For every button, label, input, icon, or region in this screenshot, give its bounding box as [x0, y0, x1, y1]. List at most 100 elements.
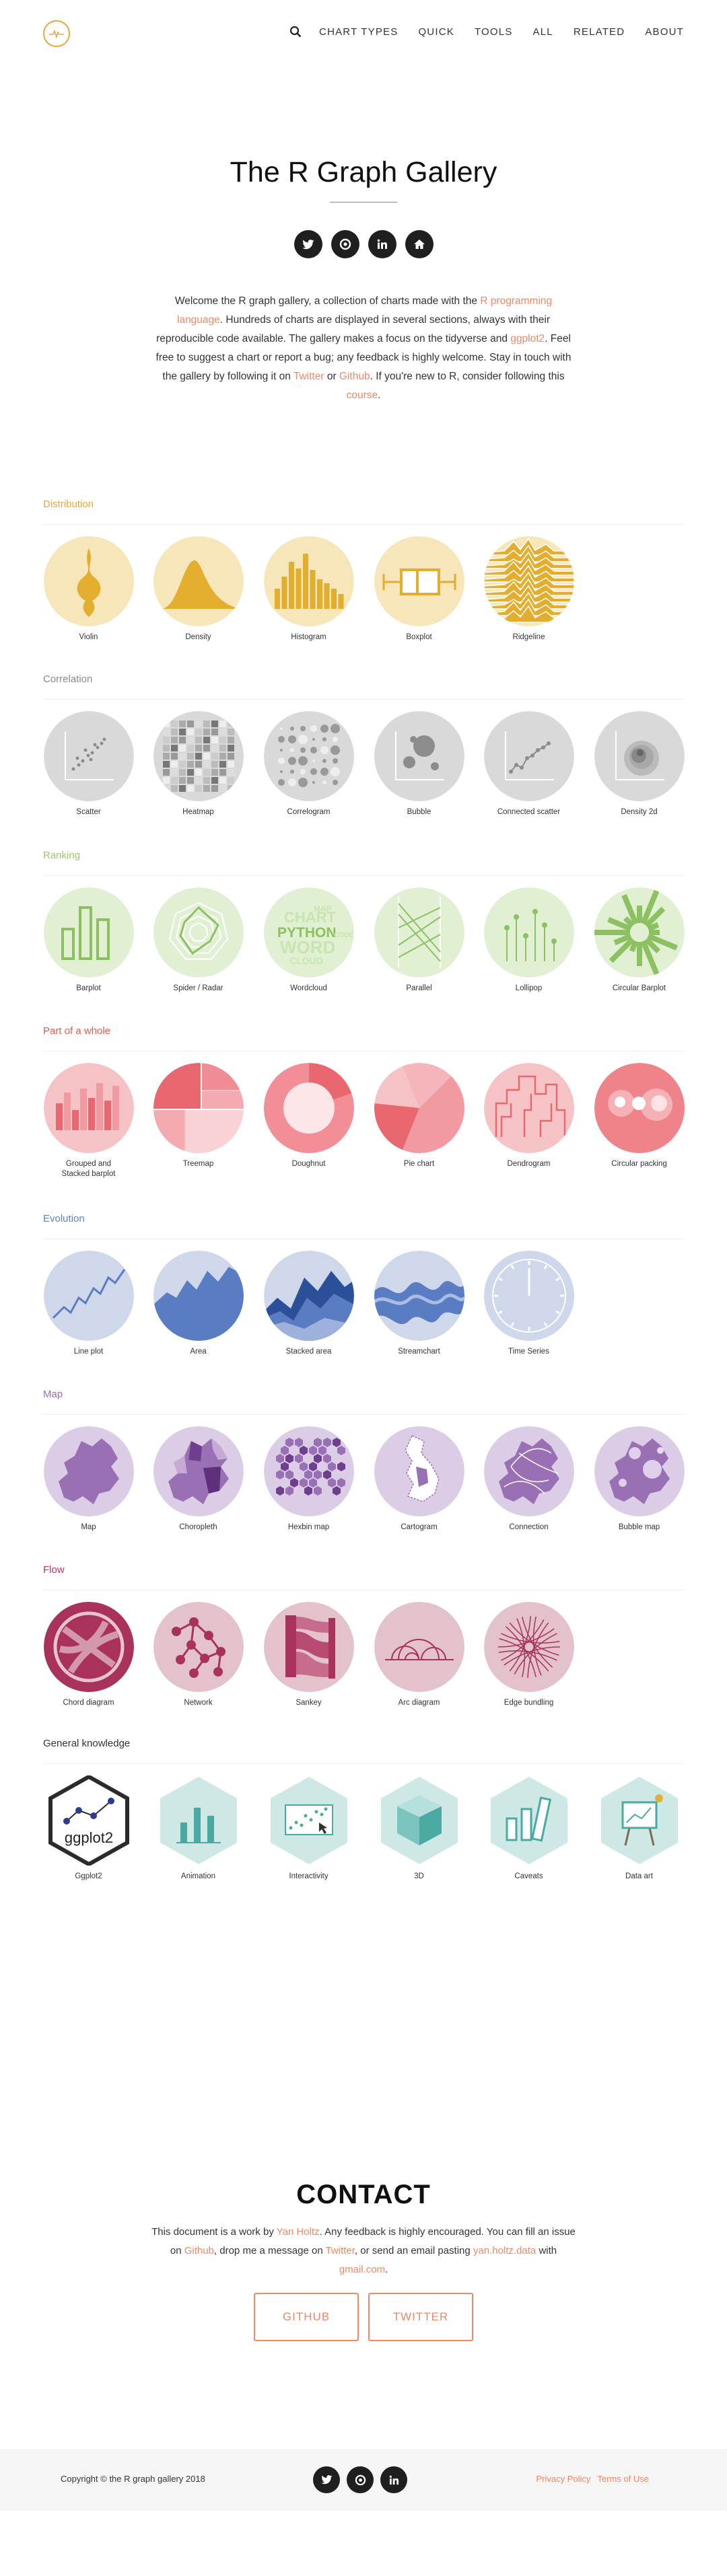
nav-link-quick[interactable]: QUICK: [418, 26, 454, 38]
chart-card-correlogram[interactable]: Correlogram: [263, 711, 354, 817]
chart-card-label[interactable]: Animation: [180, 1872, 216, 1880]
chart-card-wordcloud[interactable]: MAP CHART PYTHON CODE WORD CLOUD Wordcloud: [263, 887, 354, 994]
chart-card-label[interactable]: Correlogram: [287, 808, 331, 816]
twitter-icon[interactable]: [293, 230, 322, 258]
github-button[interactable]: GITHUB: [254, 2293, 359, 2341]
scatter-thumbnail-icon[interactable]: [43, 711, 134, 801]
chart-card-pie-chart[interactable]: Pie chart: [374, 1063, 464, 1169]
chart-card-label[interactable]: Histogram: [291, 633, 326, 641]
chart-card-line-plot[interactable]: Line plot: [43, 1251, 134, 1357]
chart-card-label[interactable]: Edge bundling: [504, 1699, 554, 1707]
heatmap-thumbnail-icon[interactable]: [153, 711, 244, 801]
chart-card-label[interactable]: Interactivity: [289, 1872, 328, 1880]
inline-link[interactable]: Github: [184, 2245, 214, 2256]
chart-card-dendrogram[interactable]: Dendrogram: [483, 1063, 574, 1169]
chart-card-label[interactable]: Connection: [509, 1523, 549, 1531]
chart-card-sankey[interactable]: Sankey: [263, 1602, 354, 1708]
chart-card-label[interactable]: Chord diagram: [63, 1699, 114, 1707]
ridgeline-thumbnail-icon[interactable]: [483, 536, 574, 626]
chart-card-spider-radar[interactable]: Spider / Radar: [153, 887, 244, 994]
correlogram-thumbnail-icon[interactable]: [263, 711, 354, 801]
gallery-logo-icon[interactable]: [43, 20, 70, 47]
nav-link-about[interactable]: ABOUT: [645, 26, 684, 38]
chart-card-label[interactable]: Cartogram: [401, 1523, 438, 1531]
chart-card-lollipop[interactable]: Lollipop: [483, 887, 574, 994]
inline-link[interactable]: R programming language: [177, 295, 553, 326]
chart-card-chord-diagram[interactable]: Chord diagram: [43, 1602, 134, 1708]
chart-card-label[interactable]: Stacked area: [285, 1348, 332, 1356]
chart-card-choropleth[interactable]: Choropleth: [153, 1426, 244, 1533]
chart-card-label[interactable]: Connected scatter: [497, 808, 561, 816]
chart-card-label[interactable]: Arc diagram: [398, 1699, 440, 1707]
chart-card-label[interactable]: Bubble map: [618, 1523, 660, 1531]
chart-card-label[interactable]: Treemap: [182, 1160, 214, 1168]
area-thumbnail-icon[interactable]: [153, 1251, 244, 1341]
chart-card-edge-bundling[interactable]: Edge bundling: [483, 1602, 574, 1708]
home-icon[interactable]: [405, 230, 434, 258]
connected-scatter-thumbnail-icon[interactable]: [483, 711, 574, 801]
treemap-thumbnail-icon[interactable]: [153, 1063, 244, 1153]
chart-card-map[interactable]: Map: [43, 1426, 134, 1533]
hexbin-map-thumbnail-icon[interactable]: [263, 1426, 354, 1516]
wordcloud-thumbnail-icon[interactable]: MAP CHART PYTHON CODE WORD CLOUD: [263, 887, 354, 978]
grouped-and-stacked-barplot-thumbnail-icon[interactable]: [43, 1063, 134, 1153]
nav-link-chart-types[interactable]: CHART TYPES: [319, 26, 399, 38]
chart-card-label[interactable]: Hexbin map: [287, 1523, 330, 1531]
chart-card-label[interactable]: Line plot: [73, 1348, 104, 1356]
3d-thumbnail-icon[interactable]: [374, 1775, 464, 1866]
boxplot-thumbnail-icon[interactable]: [374, 536, 464, 626]
time-series-thumbnail-icon[interactable]: [483, 1251, 574, 1341]
barplot-thumbnail-icon[interactable]: [43, 887, 134, 978]
chart-card-network[interactable]: Network: [153, 1602, 244, 1708]
chart-card-label[interactable]: Violin: [79, 633, 98, 641]
chart-card-label[interactable]: Density 2d: [621, 808, 658, 816]
chart-card-label[interactable]: Data art: [625, 1872, 653, 1880]
terms-of-use-link[interactable]: Terms of Use: [597, 2474, 649, 2484]
inline-link[interactable]: yan.holtz.data: [473, 2245, 536, 2256]
chart-card-label[interactable]: Circular Barplot: [612, 984, 666, 992]
chart-card-cartogram[interactable]: Cartogram: [374, 1426, 464, 1533]
density-2d-thumbnail-icon[interactable]: [594, 711, 685, 801]
animation-thumbnail-icon[interactable]: [153, 1775, 244, 1866]
chart-card-arc-diagram[interactable]: Arc diagram: [374, 1602, 464, 1708]
chart-card-circular-packing[interactable]: Circular packing: [594, 1063, 685, 1169]
chart-card-scatter[interactable]: Scatter: [43, 711, 134, 817]
chart-card-ridgeline[interactable]: Ridgeline: [483, 536, 574, 642]
chart-card-heatmap[interactable]: Heatmap: [153, 711, 244, 817]
line-plot-thumbnail-icon[interactable]: [43, 1251, 134, 1341]
chart-card-circular-barplot[interactable]: Circular Barplot: [594, 887, 685, 994]
chart-card-label[interactable]: Choropleth: [179, 1523, 217, 1531]
chart-card-time-series[interactable]: Time Series: [483, 1251, 574, 1357]
circular-packing-thumbnail-icon[interactable]: [594, 1063, 685, 1153]
chart-card-label[interactable]: 3D: [414, 1872, 424, 1880]
choropleth-thumbnail-icon[interactable]: [153, 1426, 244, 1516]
map-thumbnail-icon[interactable]: [43, 1426, 134, 1516]
chart-card-label[interactable]: Network: [184, 1699, 213, 1707]
pie-chart-thumbnail-icon[interactable]: [374, 1063, 464, 1153]
lollipop-thumbnail-icon[interactable]: [483, 887, 574, 978]
cartogram-thumbnail-icon[interactable]: [374, 1426, 464, 1516]
linkedin-icon[interactable]: [368, 230, 396, 258]
twitter-button[interactable]: TWITTER: [368, 2293, 473, 2341]
data-art-thumbnail-icon[interactable]: [594, 1775, 685, 1866]
spider-radar-thumbnail-icon[interactable]: [153, 887, 244, 978]
chart-card-label[interactable]: Caveats: [514, 1872, 543, 1880]
chart-card-label[interactable]: Area: [190, 1348, 207, 1356]
chart-card-bubble-map[interactable]: Bubble map: [594, 1426, 685, 1533]
chart-card-grouped-and-stacked-barplot[interactable]: Grouped and Stacked barplot: [43, 1063, 134, 1179]
inline-link[interactable]: ggplot2: [510, 333, 545, 344]
chart-card-label[interactable]: Bubble: [407, 808, 431, 816]
chart-card-density[interactable]: Density: [153, 536, 244, 642]
chart-card-label[interactable]: Boxplot: [406, 633, 432, 641]
chart-card-interactivity[interactable]: Interactivity: [263, 1775, 354, 1882]
chart-card-hexbin-map[interactable]: Hexbin map: [263, 1426, 354, 1533]
density-thumbnail-icon[interactable]: [153, 536, 244, 626]
chart-card-label[interactable]: Parallel: [406, 984, 432, 992]
chart-card-density-2d[interactable]: Density 2d: [594, 711, 685, 817]
chart-card-label[interactable]: Pie chart: [403, 1160, 435, 1168]
chart-card-histogram[interactable]: Histogram: [263, 536, 354, 642]
chart-card-connected-scatter[interactable]: Connected scatter: [483, 711, 574, 817]
chart-card-label[interactable]: Spider / Radar: [173, 984, 223, 992]
bubble-map-thumbnail-icon[interactable]: [594, 1426, 685, 1516]
ggplot2-thumbnail-icon[interactable]: ggplot2: [44, 1775, 134, 1866]
